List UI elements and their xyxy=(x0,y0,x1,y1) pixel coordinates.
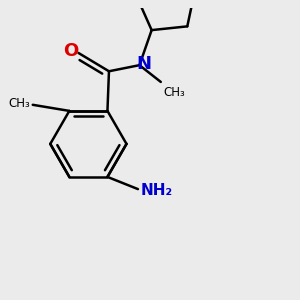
Text: CH₃: CH₃ xyxy=(8,97,30,110)
Text: O: O xyxy=(63,42,79,60)
Text: N: N xyxy=(136,55,152,73)
Text: CH₃: CH₃ xyxy=(164,85,186,99)
Text: NH₂: NH₂ xyxy=(141,183,173,198)
